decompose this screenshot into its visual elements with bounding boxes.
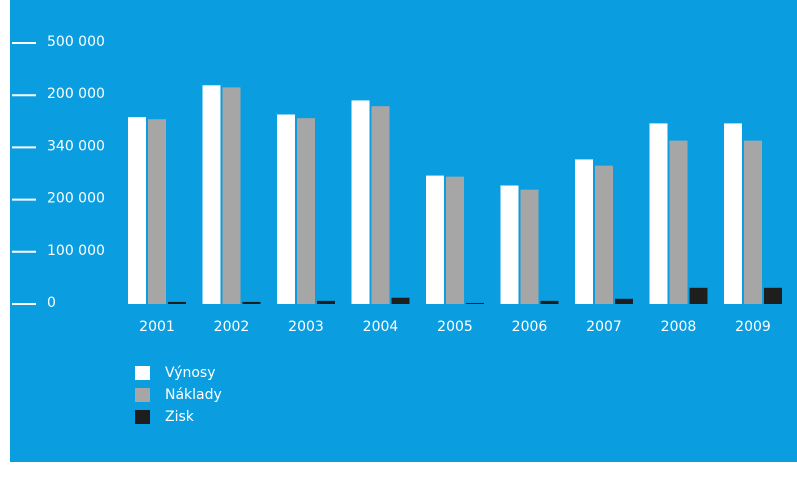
- y-tick-label: 200 000: [47, 86, 105, 102]
- bar: [351, 100, 370, 304]
- bar: [689, 287, 708, 304]
- legend-label: Náklady: [165, 387, 222, 403]
- x-tick-label: 2004: [363, 319, 399, 335]
- bar: [595, 165, 613, 304]
- x-tick-label: 2008: [661, 319, 697, 335]
- bar: [297, 118, 315, 304]
- y-tick-label: 200 000: [47, 191, 105, 207]
- legend-swatch: [135, 410, 150, 424]
- bar: [540, 300, 559, 304]
- x-tick-label: 2001: [139, 319, 175, 335]
- legend-swatch: [135, 366, 150, 380]
- y-tick-label: 340 000: [47, 138, 105, 154]
- bar: [317, 300, 335, 304]
- x-tick-label: 2003: [288, 319, 324, 335]
- bar: [277, 114, 295, 304]
- x-tick-label: 2007: [586, 319, 622, 335]
- bar: [242, 301, 261, 304]
- bar: [724, 123, 742, 304]
- bar: [466, 302, 484, 304]
- legend-label: Výnosy: [165, 365, 216, 381]
- bar: [764, 287, 782, 304]
- bar: [649, 123, 668, 304]
- y-tick-label: 500 000: [47, 34, 105, 50]
- bar: [202, 85, 221, 304]
- bar: [391, 297, 410, 304]
- bar: [669, 140, 688, 304]
- bar: [148, 119, 166, 304]
- bar: [500, 185, 519, 304]
- bar: [128, 117, 146, 305]
- bar: [575, 159, 593, 304]
- x-tick-label: 2002: [214, 319, 250, 335]
- x-tick-label: 2009: [735, 319, 771, 335]
- bar: [446, 176, 464, 304]
- legend-swatch: [135, 388, 150, 402]
- bar: [744, 140, 762, 304]
- bar: [371, 106, 390, 304]
- bar: [168, 301, 186, 304]
- y-tick-label: 0: [47, 295, 56, 311]
- bar: [520, 189, 539, 304]
- y-tick-label: 100 000: [47, 243, 105, 259]
- bar: [222, 87, 241, 305]
- legend-label: Zisk: [165, 409, 195, 425]
- bar: [615, 298, 633, 304]
- bar: [426, 175, 444, 304]
- x-tick-label: 2006: [512, 319, 548, 335]
- x-tick-label: 2005: [437, 319, 473, 335]
